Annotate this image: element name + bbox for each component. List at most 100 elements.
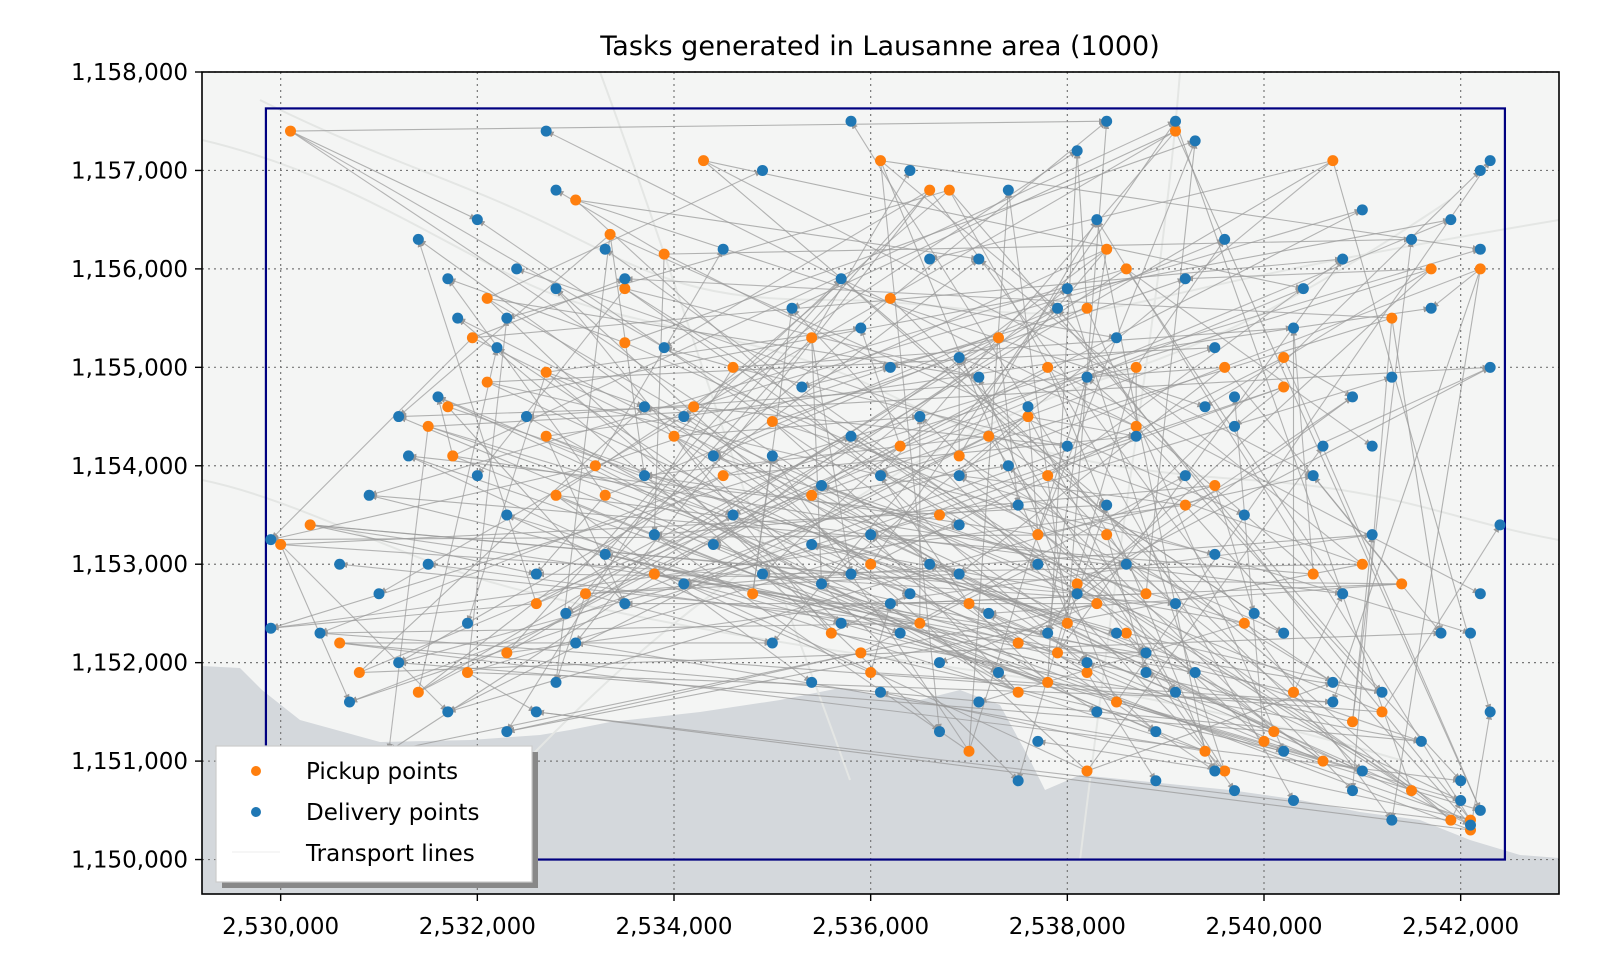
delivery-point	[904, 164, 916, 176]
transport-line	[546, 306, 1432, 437]
transport-line	[889, 120, 1108, 299]
transport-line	[1283, 357, 1353, 398]
pickup-point	[604, 228, 616, 240]
transport-line	[1037, 739, 1225, 772]
delivery-point	[530, 568, 542, 580]
transport-line	[713, 337, 999, 457]
transport-line	[988, 612, 1088, 673]
delivery-point	[1386, 371, 1398, 383]
transport-line	[609, 234, 647, 476]
delivery-point	[924, 558, 936, 570]
delivery-point	[953, 351, 965, 363]
delivery-point	[1445, 214, 1457, 226]
delivery-point	[639, 401, 650, 413]
transport-line	[1391, 318, 1443, 634]
transport-line	[595, 465, 999, 673]
transport-line	[604, 189, 931, 555]
transport-line	[388, 268, 1127, 752]
transport-line	[555, 593, 587, 683]
pickup-point	[1012, 637, 1024, 649]
delivery-point	[1179, 273, 1191, 285]
transport-line	[840, 278, 1452, 821]
chart-title: Tasks generated in Lausanne area (1000)	[599, 31, 1159, 62]
transport-line	[604, 238, 1225, 496]
transport-line	[466, 318, 510, 673]
transport-line	[1291, 327, 1314, 575]
transport-line	[978, 376, 1118, 703]
transport-line	[890, 297, 1117, 340]
pickup-point	[1356, 558, 1368, 570]
transport-line	[1086, 672, 1157, 782]
transport-line	[880, 130, 1176, 476]
delivery-point	[757, 164, 768, 176]
delivery-point	[1189, 667, 1201, 679]
transport-line	[290, 130, 478, 221]
delivery-point	[1415, 735, 1427, 747]
pickup-point	[447, 450, 459, 462]
pickup-point	[619, 283, 631, 295]
delivery-point	[1425, 302, 1437, 314]
transport-line	[624, 288, 960, 526]
pickup-point	[304, 519, 316, 531]
delivery-point	[550, 676, 562, 688]
delivery-point	[1366, 440, 1378, 452]
pickup-point	[1386, 312, 1398, 324]
transport-line	[1095, 219, 1206, 752]
delivery-point	[845, 568, 857, 580]
transport-line	[958, 366, 1226, 575]
y-tick-label: 1,153,000	[71, 552, 188, 578]
delivery-point	[757, 568, 768, 580]
pickup-point	[412, 686, 424, 698]
delivery-point	[1337, 588, 1349, 600]
lake-area	[202, 666, 1559, 894]
transport-line	[791, 130, 1176, 309]
transport-line	[683, 416, 1029, 585]
transport-line	[467, 671, 1333, 705]
pickup-point	[717, 470, 729, 482]
transport-line	[604, 248, 1324, 762]
transport-line	[595, 366, 891, 467]
pickup-point	[501, 647, 513, 659]
delivery-point	[1229, 391, 1240, 403]
transport-line	[1025, 406, 1039, 535]
transport-line	[575, 199, 979, 261]
pickup-point	[1061, 617, 1073, 629]
transport-line	[466, 372, 547, 624]
delivery-point	[1071, 588, 1083, 600]
pickup-point	[1199, 745, 1211, 757]
transport-line	[1293, 593, 1344, 693]
delivery-point	[1101, 499, 1113, 511]
transport-line	[1244, 622, 1334, 683]
transport-line	[1234, 386, 1285, 427]
delivery-point	[1484, 706, 1496, 718]
delivery-point	[766, 637, 778, 649]
pickup-point	[1130, 420, 1142, 432]
transport-line	[1332, 160, 1492, 713]
delivery-point	[422, 558, 434, 570]
y-tick-label: 1,157,000	[71, 158, 188, 184]
delivery-point	[1465, 819, 1476, 831]
pickup-point	[1278, 381, 1290, 393]
delivery-point	[904, 588, 916, 600]
delivery-point	[1484, 361, 1496, 373]
transport-line	[811, 288, 1068, 496]
delivery-point	[678, 411, 690, 423]
pickup-point	[1081, 302, 1093, 314]
pickup-point	[698, 155, 709, 167]
transport-line	[1145, 140, 1198, 594]
delivery-point	[599, 243, 611, 255]
transport-line	[929, 189, 1393, 821]
transport-line	[1185, 268, 1432, 282]
transport-line	[467, 672, 537, 713]
transport-lines	[270, 118, 1501, 831]
transport-line	[290, 118, 1107, 132]
delivery-points	[265, 115, 1506, 831]
delivery-point	[491, 342, 503, 354]
x-tick-label: 2,536,000	[812, 914, 929, 940]
transport-line	[1086, 366, 1137, 379]
pickup-point	[481, 376, 493, 388]
pickup-point	[668, 430, 680, 442]
pickup-point	[1111, 696, 1122, 708]
delivery-point	[471, 470, 483, 482]
transport-line	[369, 268, 1127, 497]
